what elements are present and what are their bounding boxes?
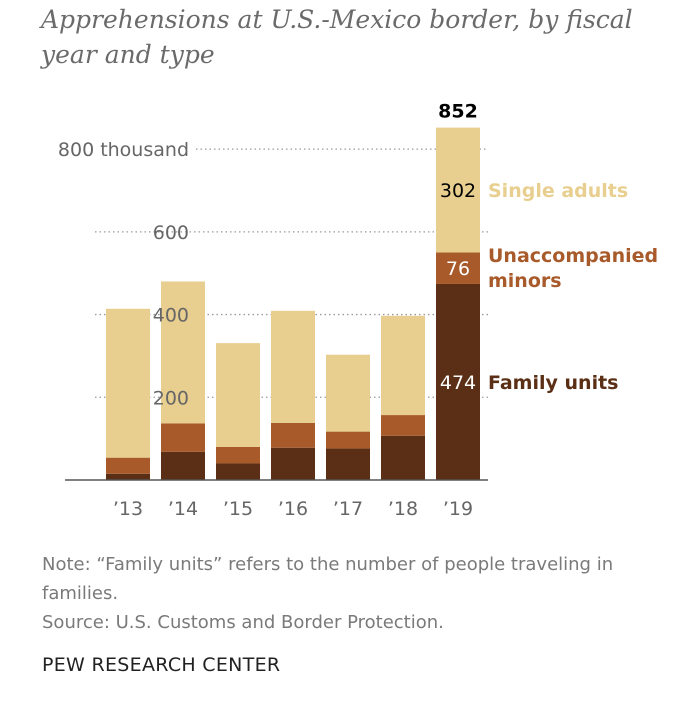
x-tick-label: ’18 (388, 498, 418, 520)
segment-value-label: 302 (440, 180, 476, 202)
x-tick-label: ’17 (333, 498, 363, 520)
bar-chart: 474 76 302 852 200 400 600 800 thousand ’13 ’14 ’… (58, 101, 658, 520)
source-text: Source: U.S. Customs and Border Protecti… (42, 612, 444, 633)
y-tick-label: 400 (153, 305, 189, 327)
y-tick-label: 600 (153, 222, 189, 244)
x-tick-label: ’19 (443, 498, 473, 520)
legend-single-adults: Single adults (488, 180, 628, 202)
total-value-label: 852 (438, 101, 478, 123)
bar-segment (161, 423, 205, 452)
legend: Family units Unaccompanied minors Single ad… (488, 180, 658, 394)
bar-segment (271, 447, 315, 480)
bar-segment (436, 252, 480, 284)
legend-unaccompanied-minors: Unaccompanied minors (488, 245, 658, 292)
bar-segment (436, 127, 480, 253)
bar-segment (161, 281, 205, 424)
y-tick-label: 200 (153, 387, 189, 409)
bar-segment (271, 310, 315, 423)
notes: Note: “Family units” refers to the numbe… (42, 550, 672, 637)
data-labels: 474 76 302 852 (438, 101, 478, 394)
pew-credit: PEW RESEARCH CENTER (42, 654, 281, 676)
segment-value-label: 474 (440, 372, 476, 394)
legend-family-units: Family units (488, 372, 618, 394)
bar-segment (216, 343, 260, 447)
bar-segment (106, 308, 150, 458)
bar-segment (106, 457, 150, 474)
bar-segment (326, 448, 370, 480)
x-tick-label: ’15 (223, 498, 253, 520)
bar-segment (161, 451, 205, 480)
bar-segment (381, 415, 425, 436)
bar-segment (216, 463, 260, 480)
bar-segment (216, 446, 260, 464)
chart-title: Apprehensions at U.S.-Mexico border, by … (41, 5, 633, 69)
x-tick-label: ’14 (168, 498, 198, 520)
bars (106, 127, 480, 480)
bar-segment (271, 422, 315, 448)
axes: 200 400 600 800 thousand ’13 ’14 ’15 ’16 ’17 ’18 ’… (58, 139, 488, 520)
bar-segment (381, 315, 425, 416)
bar-segment (381, 435, 425, 480)
bar-segment (106, 473, 150, 480)
note-text: Note: “Family units” refers to the numbe… (42, 554, 614, 604)
x-tick-label: ’16 (278, 498, 308, 520)
bar-segment (326, 354, 370, 432)
segment-value-label: 76 (446, 258, 470, 280)
bar-segment (436, 283, 480, 480)
bar-segment (326, 431, 370, 449)
x-tick-label: ’13 (113, 498, 143, 520)
y-tick-label: 800 thousand (58, 139, 189, 161)
